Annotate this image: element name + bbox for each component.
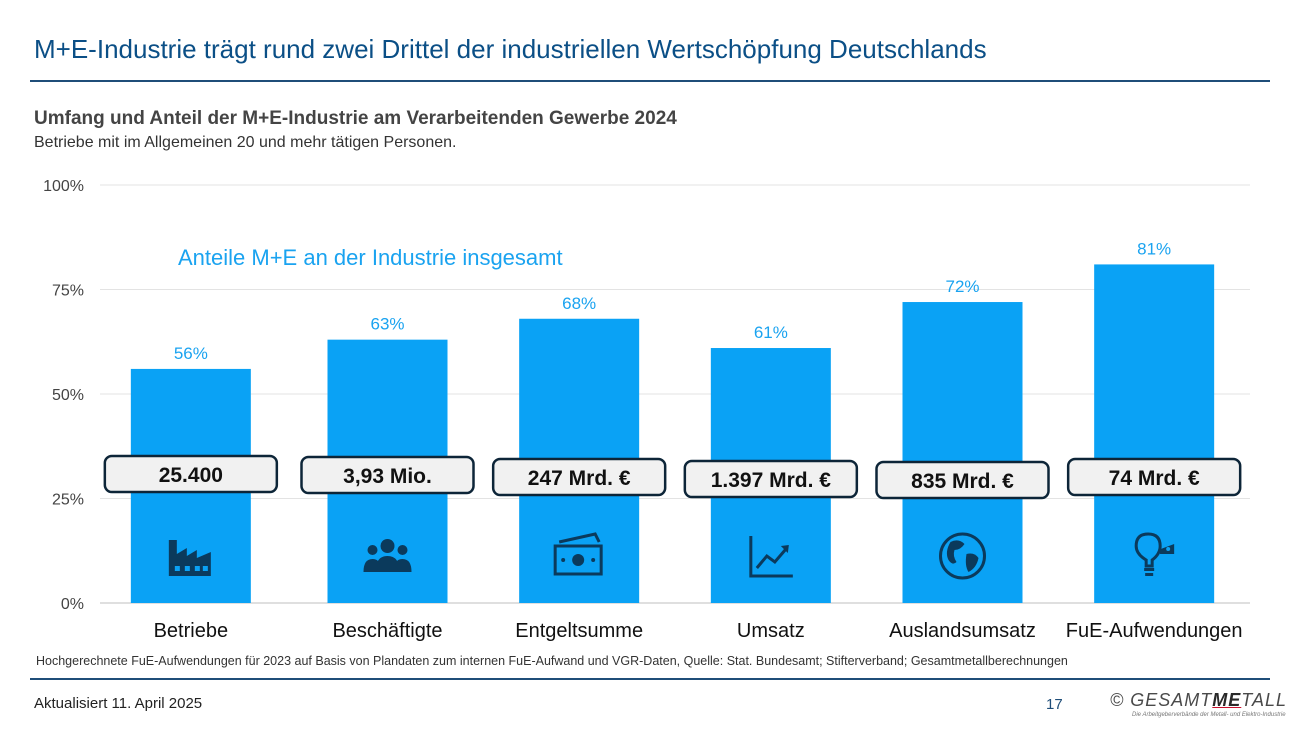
y-tick-label: 0%: [61, 596, 84, 613]
people-icon: [363, 539, 412, 572]
value-box-label: 25.400: [159, 464, 223, 487]
value-box-label: 835 Mrd. €: [911, 470, 1014, 493]
data-label: 72%: [945, 277, 979, 296]
value-box: [491, 457, 667, 497]
x-tick-label: Betriebe: [154, 620, 229, 642]
bar: [1094, 264, 1215, 603]
factory-icon: [168, 540, 211, 576]
data-label: 68%: [562, 294, 596, 313]
y-tick-label: 75%: [52, 283, 84, 300]
updated-date: Aktualisiert 11. April 2025: [34, 695, 203, 712]
logo-wordmark: © GESAMTMETALL: [1110, 690, 1287, 711]
logo-prefix: © GESAMT: [1110, 690, 1213, 710]
x-tick-label: Umsatz: [737, 620, 805, 642]
value-box-label: 1.397 Mrd. €: [711, 469, 832, 492]
footer-divider: [30, 678, 1270, 680]
x-tick-label: Entgeltsumme: [515, 620, 643, 642]
x-tick-label: Auslandsumsatz: [889, 620, 1036, 642]
y-tick-label: 50%: [52, 387, 84, 404]
logo-suffix: TALL: [1241, 690, 1287, 710]
bar-chart: 0% 25% 50% 75% 100% 56% Betriebe 25.400 63% Besch…: [43, 178, 1250, 642]
y-tick-label: 100%: [43, 178, 84, 195]
value-box-label: 74 Mrd. €: [1109, 467, 1200, 490]
data-label: 61%: [754, 323, 788, 342]
data-label: 63%: [370, 315, 404, 334]
value-box: [103, 454, 279, 494]
value-box: [300, 455, 475, 495]
chart-title: Umfang und Anteil der M+E-Industrie am V…: [34, 108, 677, 129]
data-label: 81%: [1137, 239, 1171, 258]
value-box: [875, 460, 1050, 500]
title-divider: [30, 80, 1270, 82]
globe-icon: [939, 532, 986, 580]
page-number: 17: [1046, 696, 1063, 713]
value-box-label: 247 Mrd. €: [528, 467, 631, 490]
chart-up-icon: [749, 536, 793, 578]
money-icon: [553, 532, 603, 576]
chart-subtitle: Betriebe mit im Allgemeinen 20 und mehr …: [34, 134, 457, 151]
x-tick-label: FuE-Aufwendungen: [1066, 620, 1243, 642]
footnote: Hochgerechnete FuE-Aufwendungen für 2023…: [36, 654, 1068, 668]
gesamtmetall-logo: © GESAMTMETALL Die Arbeitgeberverbände d…: [1110, 690, 1286, 726]
value-box-label: 3,93 Mio.: [343, 465, 432, 488]
lightbulb-icon: [1134, 532, 1175, 576]
value-box: [683, 459, 859, 499]
page-title: M+E-Industrie trägt rund zwei Drittel de…: [34, 34, 987, 64]
logo-tagline: Die Arbeitgeberverbände der Metall- und …: [1132, 712, 1286, 718]
data-label: 56%: [174, 344, 208, 363]
value-box: [1066, 457, 1242, 497]
x-tick-label: Beschäftigte: [332, 620, 442, 642]
logo-me: ME: [1212, 690, 1242, 710]
chart-annotation: Anteile M+E an der Industrie insgesamt: [178, 245, 563, 270]
y-tick-label: 25%: [52, 492, 84, 509]
bar: [902, 302, 1023, 603]
